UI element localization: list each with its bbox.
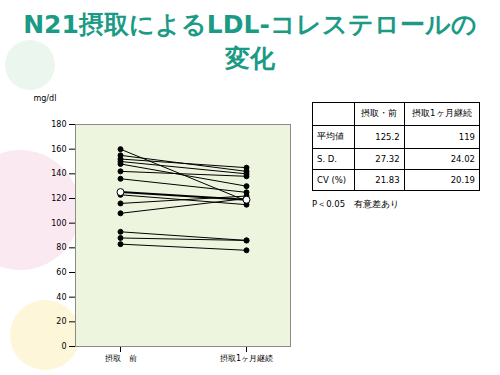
svg-text:40: 40 bbox=[56, 293, 66, 302]
svg-text:20: 20 bbox=[56, 317, 66, 326]
html-text:摂取・前: 摂取・前 bbox=[361, 108, 398, 118]
html-text:21.83: 21.83 bbox=[375, 175, 400, 185]
html-text:摂取1ヶ月継続: 摂取1ヶ月継続 bbox=[412, 108, 472, 118]
svg-text:摂取1ヶ月継続: 摂取1ヶ月継続 bbox=[220, 354, 273, 363]
html-text:N21摂取によるLDL-コレステロールの変化: N21摂取によるLDL-コレステロールの変化 bbox=[23, 10, 477, 73]
svg-text:60: 60 bbox=[56, 268, 66, 277]
svg-text:160: 160 bbox=[51, 145, 66, 154]
html-text:27.32: 27.32 bbox=[375, 154, 400, 164]
html-text:CV (%): CV (%) bbox=[317, 175, 347, 185]
svg-text:摂取 前: 摂取 前 bbox=[105, 354, 137, 363]
html-text:125.2: 125.2 bbox=[375, 132, 400, 142]
html-text:S. D.: S. D. bbox=[317, 154, 337, 164]
html-text:P＜0.05 有意差あり: P＜0.05 有意差あり bbox=[312, 199, 400, 209]
html-text:平均値: 平均値 bbox=[317, 131, 344, 141]
svg-text:80: 80 bbox=[56, 243, 66, 252]
svg-text:100: 100 bbox=[51, 219, 66, 228]
svg-text:mg/dl: mg/dl bbox=[34, 94, 57, 103]
svg-text:140: 140 bbox=[51, 169, 66, 178]
svg-text:0: 0 bbox=[61, 342, 66, 351]
svg-text:120: 120 bbox=[51, 194, 66, 203]
html-text:119: 119 bbox=[458, 132, 475, 142]
html-text:20.19: 20.19 bbox=[450, 175, 475, 185]
svg-text:180: 180 bbox=[51, 120, 66, 129]
html-text:24.02: 24.02 bbox=[450, 154, 475, 164]
